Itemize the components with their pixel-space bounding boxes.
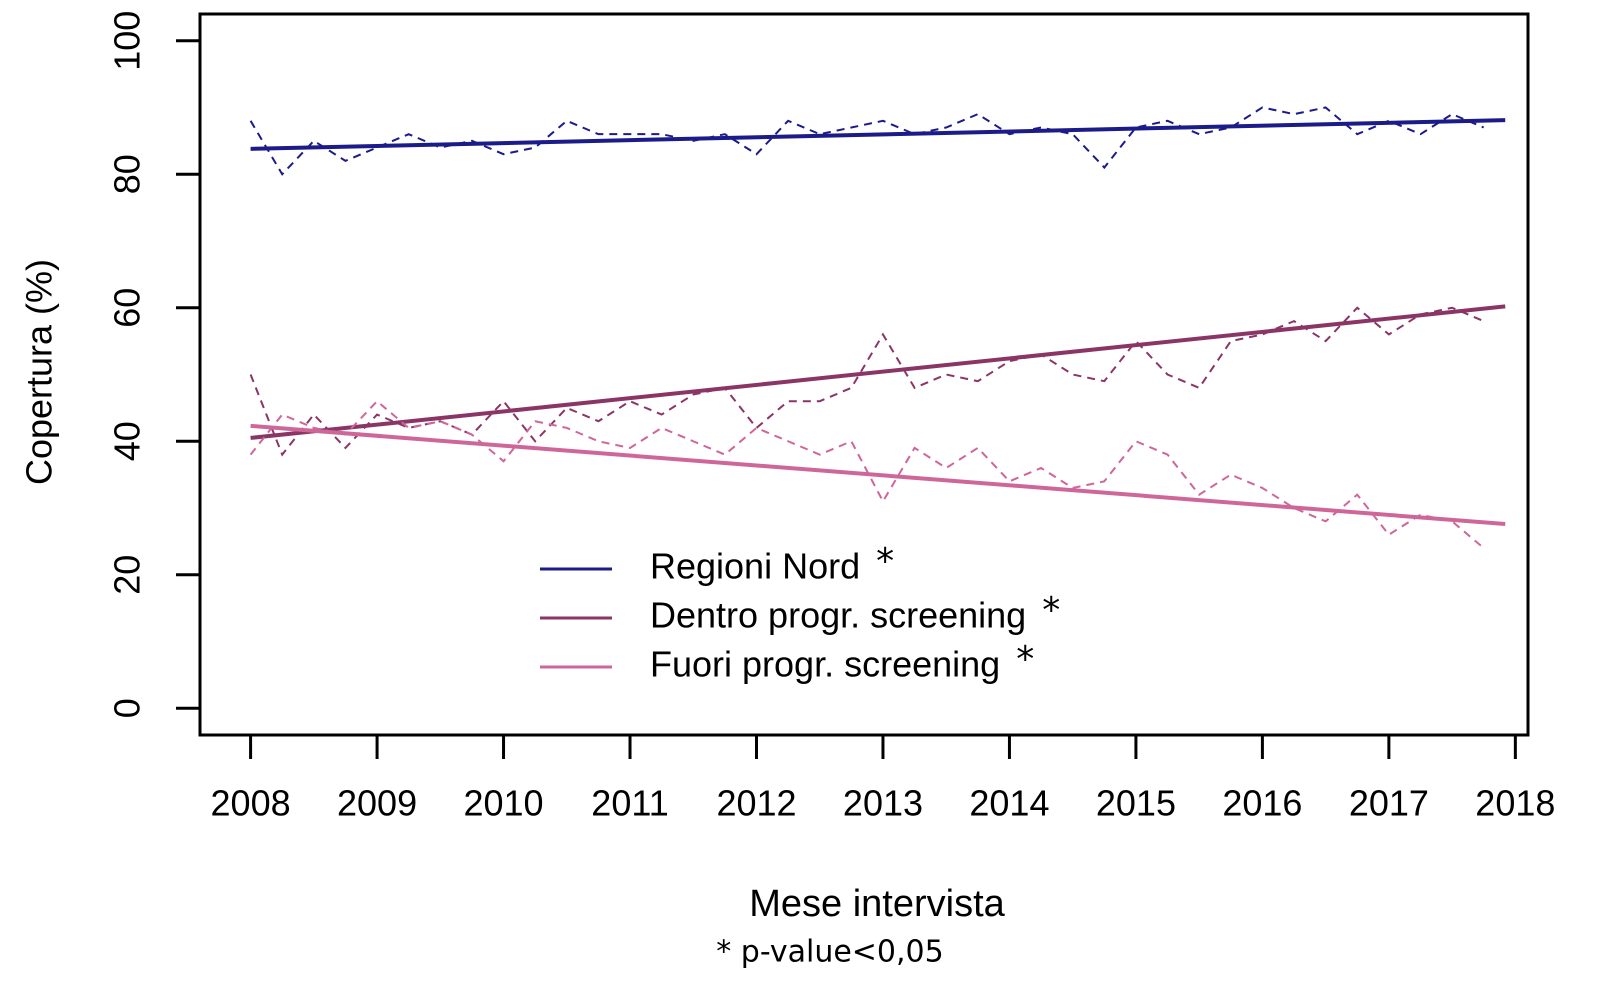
- footnote: * p-value<0,05: [716, 935, 943, 970]
- y-tick-label: 80: [107, 154, 148, 194]
- x-tick-label: 2008: [211, 783, 291, 824]
- y-tick-label: 60: [107, 288, 148, 328]
- legend-significance: *: [876, 541, 894, 582]
- x-tick-label: 2009: [337, 783, 417, 824]
- x-tick-label: 2015: [1096, 783, 1176, 824]
- x-tick-label: 2012: [716, 783, 796, 824]
- monthly-line: [249, 399, 1485, 549]
- y-tick-label: 20: [107, 555, 148, 595]
- x-tick-label: 2011: [591, 783, 668, 824]
- legend-label: Dentro progr. screening: [650, 595, 1026, 636]
- x-axis-label: Mese intervista: [749, 883, 1005, 925]
- x-tick-label: 2017: [1349, 783, 1429, 824]
- legend-label: Fuori progr. screening: [650, 644, 1000, 685]
- legend-label: Regioni Nord: [650, 546, 860, 587]
- legend-significance: *: [1042, 590, 1060, 631]
- trend-line: [250, 304, 1506, 440]
- y-axis-label: Copertura (%): [19, 259, 60, 485]
- x-tick-label: 2010: [463, 783, 543, 824]
- trend-line: [250, 118, 1506, 151]
- x-tick-label: 2014: [969, 783, 1049, 824]
- legend-significance: *: [1016, 639, 1034, 680]
- x-tick-label: 2016: [1222, 783, 1302, 824]
- y-tick-label: 0: [107, 698, 148, 718]
- plot-frame: [198, 12, 1530, 737]
- x-tick-label: 2013: [843, 783, 923, 824]
- trend-line: [250, 423, 1506, 527]
- monthly-line: [249, 106, 1485, 176]
- y-tick-label: 40: [107, 421, 148, 461]
- y-tick-label: 100: [107, 11, 148, 71]
- x-tick-label: 2018: [1475, 783, 1555, 824]
